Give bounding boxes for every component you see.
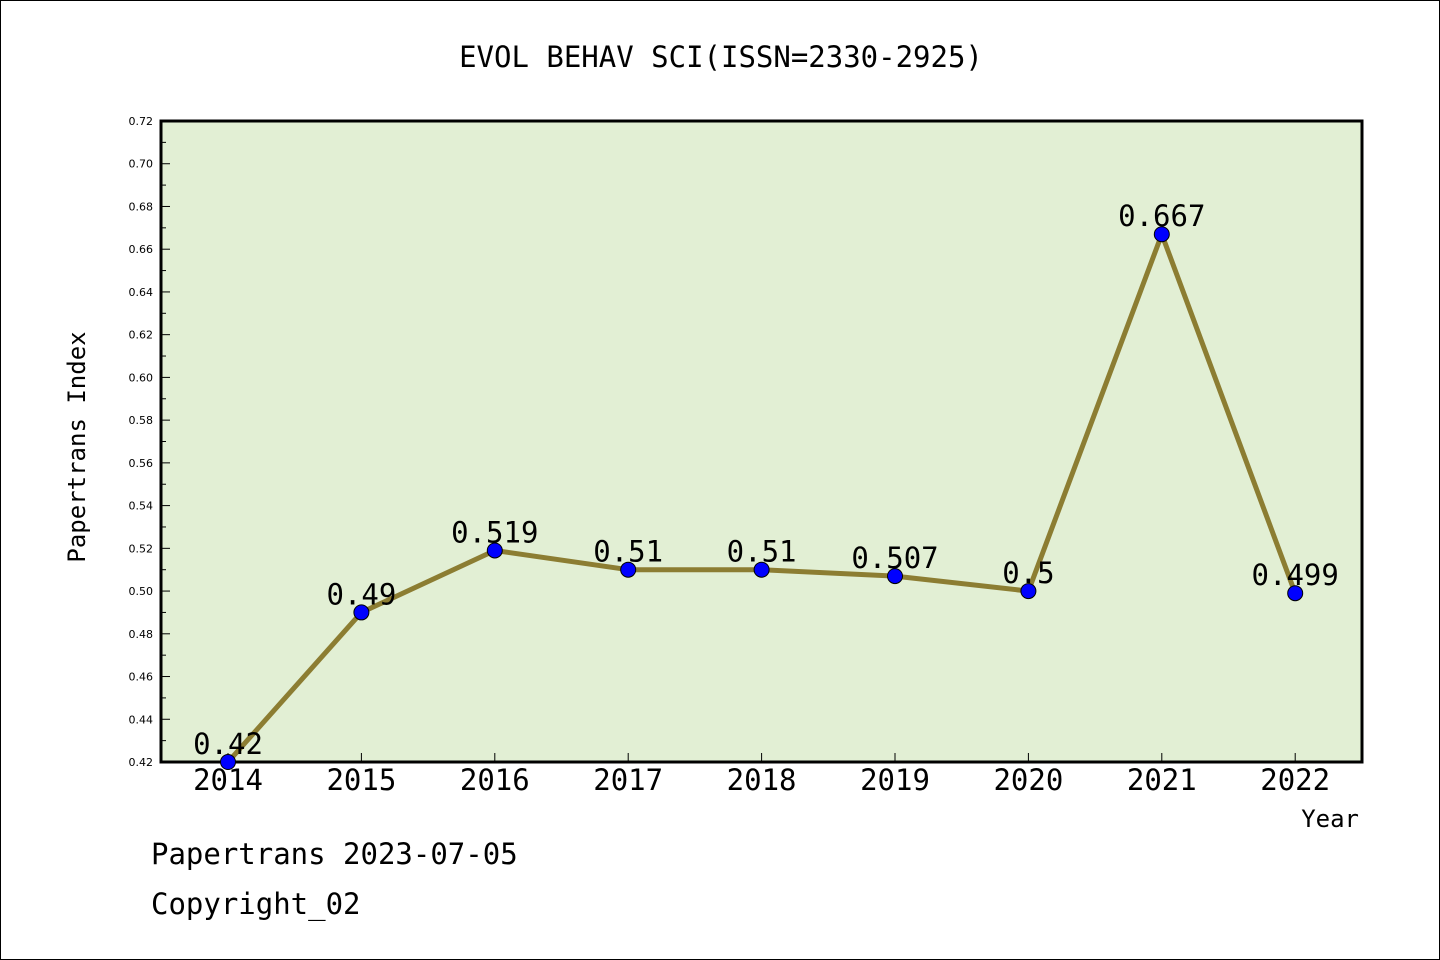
y-tick-label: 0.50 [129,585,154,598]
x-tick-label: 2021 [1127,763,1197,797]
data-label: 0.519 [451,515,538,549]
data-label: 0.5 [1002,556,1054,590]
y-tick-label: 0.66 [129,243,154,256]
data-point [486,542,503,559]
data-point [353,604,370,621]
y-tick-label: 0.62 [129,329,154,342]
footer-copyright-line: Copyright_02 [151,887,361,921]
data-label: 0.667 [1118,199,1205,233]
x-tick-label: 2016 [460,763,530,797]
x-tick-label: 2015 [326,763,396,797]
x-tick-label: 2019 [860,763,930,797]
data-point [1020,583,1037,600]
data-label: 0.51 [593,535,663,569]
chart-title: EVOL BEHAV SCI(ISSN=2330-2925) [459,40,983,74]
data-label: 0.49 [326,577,396,611]
x-tick-label: 2018 [727,763,797,797]
y-tick-label: 0.52 [129,542,154,555]
footer-date-line: Papertrans 2023-07-05 [151,837,518,871]
y-tick-label: 0.44 [129,713,154,726]
y-tick-label: 0.54 [129,500,154,513]
y-axis-label: Papertrans Index [63,331,91,562]
y-tick-label: 0.64 [129,286,154,299]
data-point [753,561,770,578]
data-point [1153,226,1170,243]
y-tick-label: 0.68 [129,200,154,213]
x-tick-label: 2017 [593,763,663,797]
data-point [220,754,236,770]
data-label: 0.51 [727,535,797,569]
y-tick-label: 0.72 [129,115,154,128]
y-tick-label: 0.42 [129,756,154,769]
data-point [887,568,903,585]
data-label: 0.507 [851,541,938,575]
data-point [620,561,637,578]
series-group: 0.42 0.49 0.519 0.51 0.51 0.507 0.5 0.667 0.499 [193,199,1339,770]
y-tick-label: 0.60 [129,371,154,384]
x-axis-label: Year [1301,805,1359,833]
data-label: 0.499 [1252,558,1339,592]
x-tick-label: 2020 [993,763,1063,797]
data-point [1287,585,1304,602]
y-axis-ticks: 0.42 0.44 0.46 0.48 0.50 0.52 0.54 0.56 0.58 0.60… [129,115,170,769]
y-tick-label: 0.70 [129,158,154,171]
y-tick-label: 0.46 [129,671,154,684]
y-tick-label: 0.58 [129,414,154,427]
y-tick-label: 0.56 [129,457,154,470]
x-axis-ticks: 2014 2015 2016 2017 2018 2019 2020 2021 2022 [193,753,1330,797]
x-tick-label: 2022 [1260,763,1330,797]
y-tick-label: 0.48 [129,628,154,641]
data-label: 0.42 [193,727,263,761]
